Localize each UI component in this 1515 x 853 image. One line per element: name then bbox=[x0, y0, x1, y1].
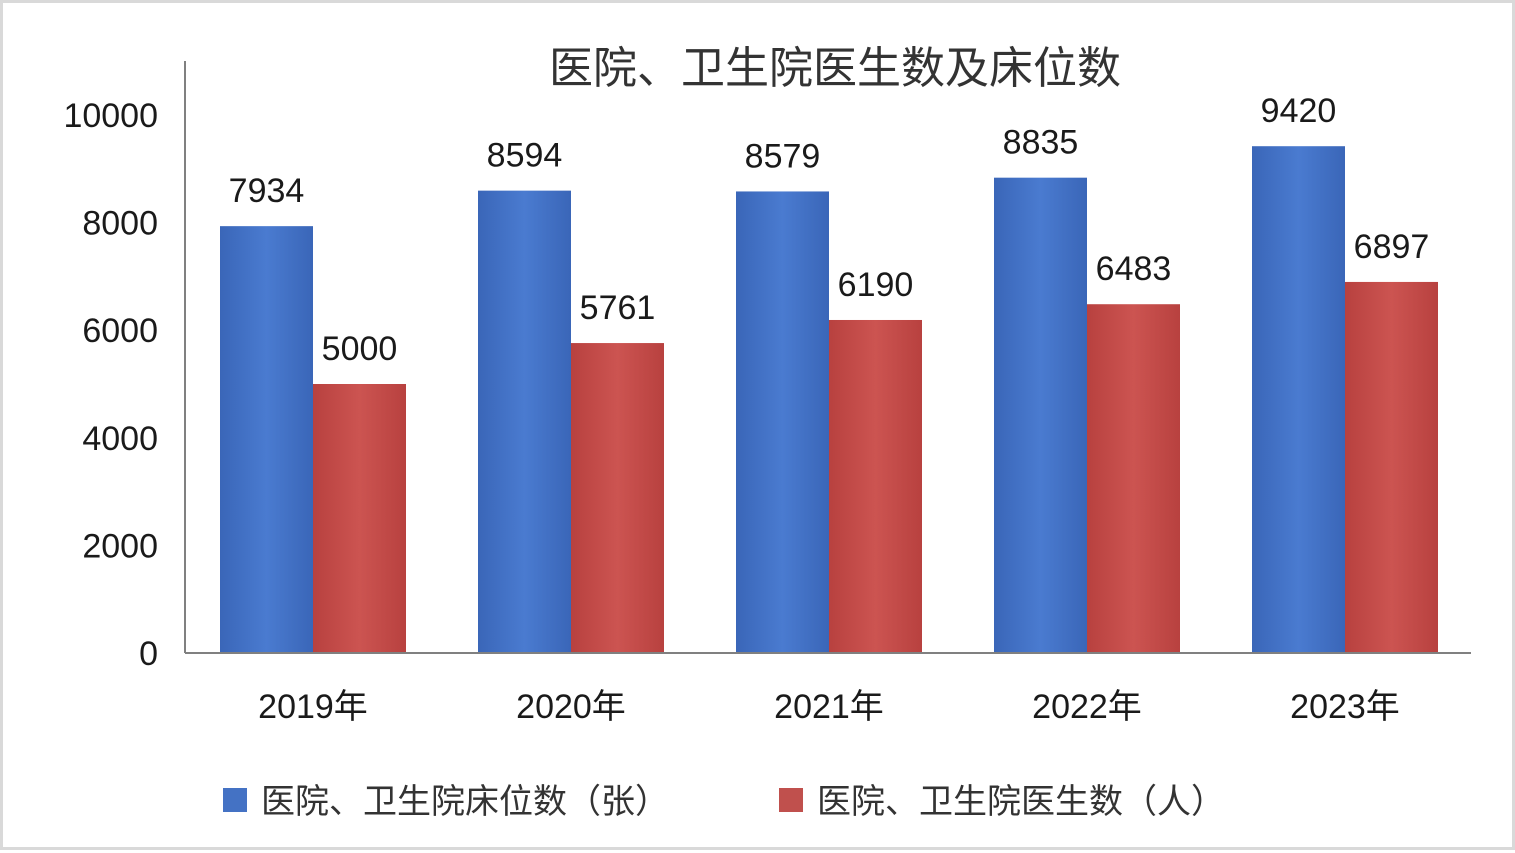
bar-series-1-1 bbox=[571, 343, 664, 653]
chart-title: 医院、卫生院医生数及床位数 bbox=[549, 43, 1121, 94]
y-tick-label: 8000 bbox=[82, 205, 158, 243]
bar-series-0-2 bbox=[736, 191, 829, 653]
bars bbox=[220, 146, 1438, 654]
y-tick-label: 0 bbox=[139, 635, 158, 673]
y-tick-label: 6000 bbox=[82, 312, 158, 350]
data-label-series-1-3: 6483 bbox=[1096, 250, 1172, 288]
x-tick-label: 2022年 bbox=[1032, 688, 1142, 726]
axes bbox=[184, 61, 1471, 654]
data-label-series-0-2: 8579 bbox=[745, 137, 821, 175]
bar-series-1-3 bbox=[1087, 304, 1180, 653]
data-label-series-1-2: 6190 bbox=[838, 266, 914, 304]
legend: 医院、卫生院床位数（张） 医院、卫生院医生数（人） bbox=[223, 782, 1225, 822]
legend-swatch-1 bbox=[779, 788, 803, 812]
y-tick-label: 2000 bbox=[82, 527, 158, 565]
data-label-series-0-4: 9420 bbox=[1261, 92, 1337, 130]
x-tick-label: 2021年 bbox=[774, 688, 884, 726]
bar-series-1-4 bbox=[1345, 281, 1438, 653]
bar-series-0-3 bbox=[994, 177, 1087, 653]
data-label-series-0-0: 7934 bbox=[229, 172, 305, 210]
bar-series-0-4 bbox=[1252, 146, 1345, 654]
x-tick-label: 2019年 bbox=[258, 688, 368, 726]
data-label-series-0-1: 8594 bbox=[487, 137, 563, 175]
y-axis-ticks: 0 2000 4000 6000 8000 10000 bbox=[63, 97, 158, 673]
y-tick-label: 10000 bbox=[63, 97, 158, 135]
x-tick-label: 2020年 bbox=[516, 688, 626, 726]
data-label-series-1-1: 5761 bbox=[580, 289, 656, 327]
data-label-series-1-0: 5000 bbox=[322, 330, 398, 368]
data-labels: 7934 5000 8594 5761 8579 6190 8835 6483 9420 6897 bbox=[229, 92, 1430, 368]
bar-chart: 医院、卫生院医生数及床位数 0 2000 4000 6000 8000 10000 793… bbox=[63, 43, 1471, 822]
data-label-series-1-4: 6897 bbox=[1354, 228, 1430, 266]
legend-label-1: 医院、卫生院医生数（人） bbox=[817, 782, 1225, 822]
legend-swatch-0 bbox=[223, 788, 247, 812]
bar-series-1-0 bbox=[313, 384, 406, 653]
bar-series-0-0 bbox=[220, 226, 313, 653]
x-axis-labels: 2019年 2020年 2021年 2022年 2023年 bbox=[258, 688, 1400, 726]
legend-label-0: 医院、卫生院床位数（张） bbox=[261, 782, 669, 822]
x-tick-label: 2023年 bbox=[1290, 688, 1400, 726]
bar-series-0-1 bbox=[478, 190, 571, 653]
data-label-series-0-3: 8835 bbox=[1003, 124, 1079, 162]
bar-series-1-2 bbox=[829, 319, 922, 653]
y-tick-label: 4000 bbox=[82, 420, 158, 458]
